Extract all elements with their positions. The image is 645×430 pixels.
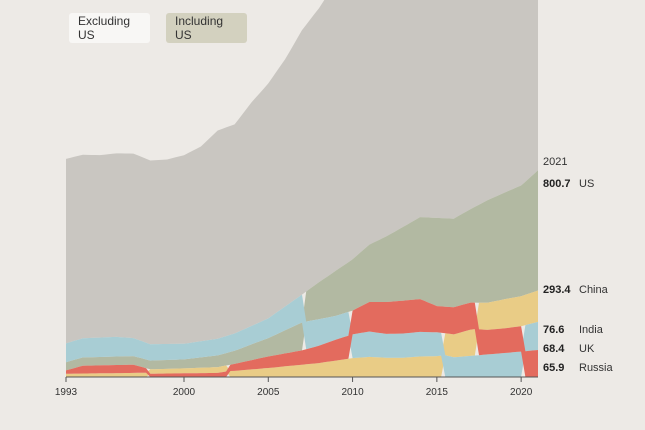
x-axis-ticks: 1993 2000 2005 2010 2015 2020 (55, 377, 533, 398)
area-us[interactable] (66, 0, 538, 345)
x-tick-label: 2010 (341, 387, 364, 398)
tab-excluding-us[interactable]: Excluding US (69, 13, 150, 43)
end-labels: 800.7 US 293.4 China 76.6 India 68.4 UK 65.9 Russ… (543, 178, 614, 374)
end-value-russia: 65.9 (543, 362, 564, 374)
x-tick-label: 1993 (55, 387, 78, 398)
area-china[interactable] (66, 170, 538, 371)
end-value-india: 76.6 (543, 324, 564, 336)
end-label-china: China (579, 284, 609, 296)
end-label-russia: Russia (579, 362, 614, 374)
end-value-china: 293.4 (543, 284, 571, 296)
x-tick-label: 2015 (426, 387, 449, 398)
end-year-label: 2021 (543, 156, 567, 168)
end-label-us: US (579, 178, 594, 190)
end-value-us: 800.7 (543, 178, 571, 190)
series-areas (66, 0, 538, 377)
end-label-india: India (579, 324, 604, 336)
end-value-uk: 68.4 (543, 343, 565, 355)
x-tick-label: 2020 (510, 387, 533, 398)
x-tick-label: 2005 (257, 387, 280, 398)
area-uk[interactable] (66, 294, 538, 377)
view-toggle: Excluding US Including US (69, 13, 247, 43)
area-russia[interactable] (66, 299, 538, 377)
end-label-uk: UK (579, 343, 595, 355)
tab-including-us[interactable]: Including US (166, 13, 247, 43)
x-tick-label: 2000 (173, 387, 196, 398)
